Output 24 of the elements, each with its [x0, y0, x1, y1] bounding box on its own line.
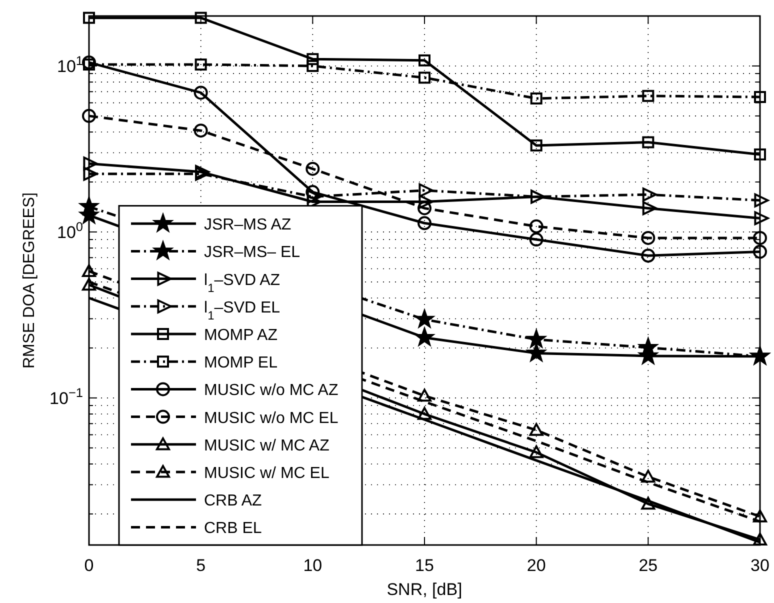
x-tick-label: 30: [750, 556, 770, 575]
y-tick-label: 10$^{0}$: [56, 218, 83, 242]
legend-label: MUSIC w/ MC EL: [204, 465, 330, 482]
legend-label: JSR–MS AZ: [204, 216, 292, 234]
legend-label: MOMP EL: [204, 354, 278, 372]
y-tick-label: 10$^{1}$: [56, 52, 83, 76]
legend-label: CRB EL: [204, 520, 262, 538]
legend-label: l$_{1}$–SVD AZ: [204, 272, 280, 295]
x-axis-title: SNR, [dB]: [386, 580, 462, 599]
legend-label: MUSIC w/ MC AZ: [204, 437, 330, 454]
y-tick-label: 10$^{−1}$: [50, 384, 83, 408]
x-tick-label: 20: [526, 556, 546, 575]
x-tick-label: 5: [196, 556, 206, 575]
legend-label: JSR–MS– EL: [204, 244, 300, 262]
x-tick-label: 0: [84, 556, 94, 575]
y-axis-title: RMSE DOA [DEGREES]: [21, 192, 38, 369]
x-tick-label: 25: [638, 556, 658, 575]
x-tick-label: 15: [415, 556, 434, 575]
x-tick-label: 10: [303, 556, 322, 575]
legend-label: l$_{1}$–SVD EL: [204, 299, 280, 322]
legend-label: MOMP AZ: [204, 327, 278, 344]
legend-label: CRB AZ: [204, 492, 262, 510]
legend-label: MUSIC w/o MC EL: [204, 410, 338, 427]
legend-label: MUSIC w/o MC AZ: [204, 382, 338, 400]
